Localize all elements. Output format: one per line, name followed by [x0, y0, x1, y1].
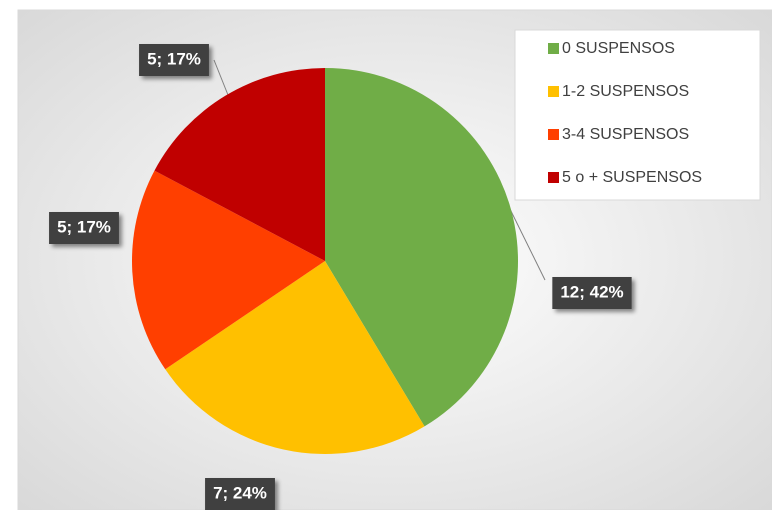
- legend-label: 5 o + SUSPENSOS: [562, 169, 702, 186]
- data-label: 5; 17%: [57, 217, 111, 236]
- pie-slice: [154, 67, 325, 261]
- legend-swatch: [548, 172, 559, 183]
- data-label-box: [205, 478, 275, 510]
- pie-slice: [165, 261, 425, 454]
- legend-swatch: [548, 43, 559, 54]
- legend-box: [514, 29, 761, 201]
- legend-swatch: [548, 86, 559, 97]
- pie-slice: [325, 68, 518, 427]
- data-label-box: [139, 44, 209, 76]
- data-label-box: [49, 212, 119, 244]
- leader-line: [507, 204, 546, 281]
- legend-label: 0 SUSPENSOS: [562, 40, 675, 57]
- data-label-box: [552, 277, 632, 309]
- data-label: 5; 17%: [147, 49, 201, 68]
- legend-label: 3-4 SUSPENSOS: [562, 126, 689, 143]
- data-label: 12; 42%: [560, 282, 623, 301]
- legend-label: 1-2 SUSPENSOS: [562, 83, 689, 100]
- data-label: 7; 24%: [213, 483, 267, 502]
- legend-swatch: [548, 129, 559, 140]
- leader-line: [213, 59, 229, 96]
- pie-slice: [132, 170, 325, 370]
